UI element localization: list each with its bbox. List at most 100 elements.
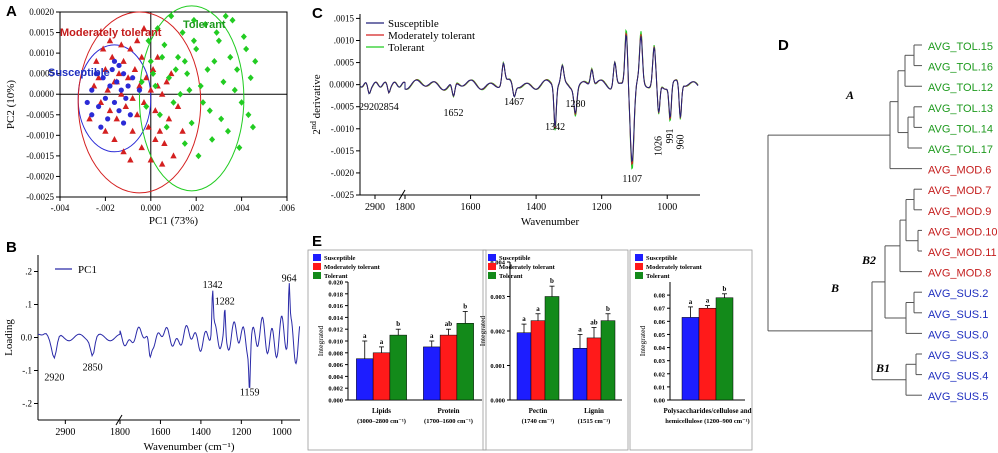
point-moderately-tolerant xyxy=(90,82,98,89)
y-tick-label: 0.008 xyxy=(328,350,343,357)
point-susceptible xyxy=(111,58,118,64)
y-tick-label: 0.0015 xyxy=(29,28,54,38)
point-moderately-tolerant xyxy=(95,74,102,81)
x-tick-label: 1600 xyxy=(150,427,170,438)
point-tolerant xyxy=(156,111,163,119)
point-moderately-tolerant xyxy=(120,148,127,155)
legend-swatch xyxy=(313,263,321,270)
x-axis-label: PC1 (73%) xyxy=(149,215,199,227)
point-tolerant xyxy=(206,107,213,114)
point-moderately-tolerant xyxy=(145,123,152,130)
bar xyxy=(572,348,588,401)
point-tolerant xyxy=(215,37,222,45)
leaf-label: AVG_SUS.3 xyxy=(928,350,988,362)
significance-letter: a xyxy=(706,297,710,305)
group-label-range: (3000–2800 cm⁻¹) xyxy=(357,418,406,425)
point-moderately-tolerant xyxy=(127,156,134,163)
legend-swatch xyxy=(635,263,643,270)
point-moderately-tolerant xyxy=(170,152,177,159)
subchart-frame xyxy=(307,249,487,451)
y-tick-label: 0.014 xyxy=(328,315,343,322)
legend-label: PC1 xyxy=(78,264,97,276)
confidence-ellipse xyxy=(138,5,245,192)
legend-label: Tolerant xyxy=(388,42,425,54)
x-tick-label: 1600 xyxy=(461,202,481,213)
y-label-main: 2 xyxy=(311,129,323,135)
point-susceptible xyxy=(114,79,120,85)
point-moderately-tolerant xyxy=(133,111,141,118)
y-tick-label: 0.000 xyxy=(328,398,343,405)
leaf-label: AVG_SUS.2 xyxy=(928,288,988,300)
y-tick-label: 0.04 xyxy=(654,345,666,352)
y-tick-label: 0.012 xyxy=(328,327,343,334)
point-moderately-tolerant xyxy=(138,53,145,60)
point-tolerant xyxy=(177,90,184,98)
point-tolerant xyxy=(224,127,231,135)
leaf-label: AVG_MOD.11 xyxy=(928,247,997,259)
point-tolerant xyxy=(247,74,254,82)
y-tick-label: 0.001 xyxy=(490,363,505,370)
point-susceptible xyxy=(125,83,131,89)
point-tolerant xyxy=(227,53,234,61)
legend-label: Susceptible xyxy=(324,255,356,262)
point-moderately-tolerant xyxy=(154,53,161,60)
y-tick-label: 0.0 xyxy=(21,333,33,343)
bar xyxy=(681,317,700,401)
point-tolerant xyxy=(204,66,211,73)
point-tolerant xyxy=(245,111,252,119)
y-tick-label: -.0015 xyxy=(331,146,355,156)
point-moderately-tolerant xyxy=(124,74,132,81)
y-tick-label: 0.004 xyxy=(328,374,343,381)
point-moderately-tolerant xyxy=(138,144,145,151)
y-tick-label: 0.000 xyxy=(490,398,505,405)
point-susceptible xyxy=(102,95,108,101)
y-tick-label: .1 xyxy=(25,300,32,310)
point-moderately-tolerant xyxy=(165,115,173,122)
x-tick-label: 1400 xyxy=(191,427,211,438)
point-susceptible xyxy=(109,66,115,73)
y-tick-label: -0.0025 xyxy=(26,192,54,202)
point-susceptible xyxy=(100,75,106,81)
peak-label: 964 xyxy=(282,273,297,284)
cluster-label-b2: B2 xyxy=(861,253,876,267)
y-tick-label: -0.0020 xyxy=(26,171,54,181)
point-moderately-tolerant xyxy=(113,115,120,122)
y-label-rest: derivative xyxy=(311,74,323,121)
point-moderately-tolerant xyxy=(115,70,123,77)
y-tick-label: 0.03 xyxy=(654,358,666,365)
point-tolerant xyxy=(175,53,182,61)
x-tick-label: -.004 xyxy=(51,203,70,213)
x-tick-label: 1200 xyxy=(592,202,612,213)
point-tolerant xyxy=(190,37,197,45)
peak-label: 1159 xyxy=(240,387,260,398)
significance-letter: a xyxy=(380,338,384,346)
y-tick-label: 0.05 xyxy=(654,332,666,339)
loading-line xyxy=(37,283,301,389)
group-label: Lignin xyxy=(584,407,604,415)
point-moderately-tolerant xyxy=(131,66,139,73)
point-tolerant xyxy=(195,152,202,160)
point-tolerant xyxy=(143,103,150,110)
point-tolerant xyxy=(229,16,236,24)
peak-label: 1652 xyxy=(444,108,464,119)
y-tick-label: -0.0015 xyxy=(26,151,54,161)
cluster-label-a: A xyxy=(845,88,854,102)
series-line-susceptible xyxy=(359,34,699,163)
x-tick-label: 0.000 xyxy=(141,203,162,213)
legend-swatch xyxy=(488,263,496,270)
point-moderately-tolerant xyxy=(93,57,100,64)
bar xyxy=(544,296,560,401)
x-axis-label: Wavenumber xyxy=(521,216,580,228)
point-moderately-tolerant xyxy=(106,107,114,114)
peak-label: 2854 xyxy=(379,102,399,113)
point-tolerant xyxy=(238,99,245,106)
group-label: Protein xyxy=(437,407,459,415)
peak-label: 991 xyxy=(665,129,676,144)
y-tick-label: -.0010 xyxy=(331,124,355,134)
y-tick-label: 0.020 xyxy=(328,280,343,287)
point-moderately-tolerant xyxy=(127,45,134,52)
y-tick-label: .0015 xyxy=(334,13,355,23)
x-tick-label: 1800 xyxy=(110,427,130,438)
group-label-range: (1740 cm⁻¹) xyxy=(522,418,555,425)
